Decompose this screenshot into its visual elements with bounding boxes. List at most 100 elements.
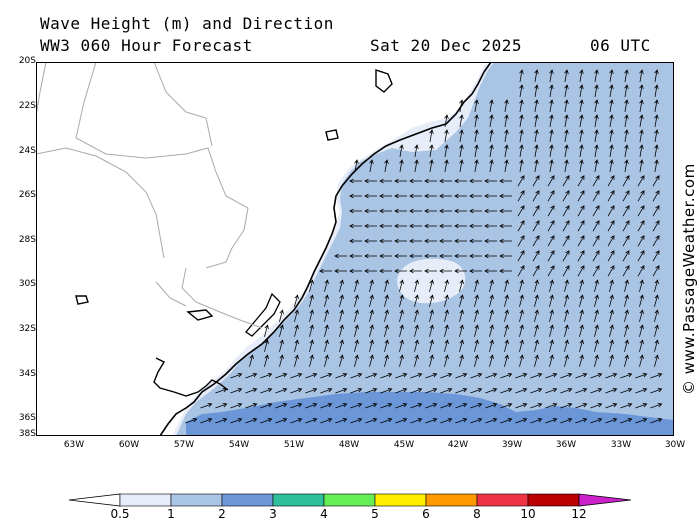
wave-arrow [639, 69, 644, 82]
wave-arrow [594, 354, 599, 367]
wave-arrow [399, 294, 404, 307]
wave-arrow [364, 208, 377, 214]
wave-arrow [635, 402, 648, 409]
wave-arrow [444, 279, 449, 292]
wave-arrow [185, 417, 198, 424]
wave-arrow [547, 175, 555, 187]
wave-arrow [564, 339, 569, 352]
wave-arrow [380, 387, 393, 394]
wave-arrow [624, 159, 629, 172]
wave-arrow [399, 354, 404, 367]
wave-arrow [469, 178, 482, 184]
wave-arrow [654, 354, 659, 367]
lon-label: 42W [447, 440, 469, 450]
wave-arrow [590, 417, 603, 424]
wave-height-legend [68, 493, 632, 507]
wave-arrow [564, 144, 569, 157]
wave-arrow [354, 354, 359, 367]
wave-arrow [334, 253, 347, 259]
wave-arrow [517, 220, 525, 232]
wave-arrow [650, 402, 663, 409]
legend-swatch [221, 493, 274, 507]
wave-arrow [650, 372, 663, 379]
wave-arrow [622, 265, 630, 277]
wave-arrow [624, 279, 629, 292]
wave-arrow [455, 417, 468, 424]
wave-arrow [594, 324, 599, 337]
wave-arrow [440, 417, 453, 424]
wave-arrow [654, 144, 659, 157]
wave-arrow [354, 279, 359, 292]
wave-arrow [605, 387, 618, 394]
wave-arrow [594, 159, 599, 172]
lat-label: 30S [18, 279, 36, 289]
wave-arrow [577, 235, 585, 247]
wave-arrow [429, 159, 434, 172]
wave-arrow [410, 372, 423, 379]
wave-arrow [324, 309, 329, 322]
wave-arrow [414, 144, 419, 157]
wave-arrow [504, 99, 509, 112]
wave-arrow [470, 387, 483, 394]
wave-arrow [264, 339, 269, 352]
wave-arrow [575, 417, 588, 424]
wave-arrow [409, 238, 422, 244]
wave-arrow [424, 268, 437, 274]
wave-arrow [592, 250, 600, 262]
wave-arrow [639, 324, 644, 337]
lat-label: 34S [18, 369, 36, 379]
wave-arrow [260, 417, 273, 424]
wave-arrow [534, 114, 539, 127]
wave-arrow [349, 238, 362, 244]
forecast-date: Sat 20 Dec 2025 [370, 36, 522, 55]
wave-arrow [639, 354, 644, 367]
wave-arrow [560, 402, 573, 409]
wave-arrow [339, 354, 344, 367]
wave-arrow [517, 235, 525, 247]
wave-arrow [414, 294, 419, 307]
wave-arrow [320, 372, 333, 379]
wave-arrow [444, 129, 449, 142]
wave-arrow [324, 294, 329, 307]
wave-arrow [605, 402, 618, 409]
wave-arrow [575, 387, 588, 394]
wave-arrow [579, 114, 584, 127]
wave-arrow [500, 372, 513, 379]
wave-arrow [639, 309, 644, 322]
wave-arrow [519, 294, 524, 307]
wave-arrow [635, 372, 648, 379]
island-c [75, 295, 89, 305]
wave-arrow [564, 354, 569, 367]
wave-arrow [532, 190, 540, 202]
wave-arrow [425, 387, 438, 394]
wave-arrow [484, 178, 497, 184]
wave-arrow [245, 387, 258, 394]
legend-value: 1 [167, 507, 175, 521]
wave-arrow [489, 294, 494, 307]
wave-arrow [379, 238, 392, 244]
legend-value: 6 [422, 507, 430, 521]
legend-value: 3 [269, 507, 277, 521]
map-frame [36, 62, 674, 436]
wave-arrow [474, 324, 479, 337]
wave-arrow [485, 372, 498, 379]
lat-label: 24S [18, 146, 36, 156]
wave-arrow [579, 279, 584, 292]
wave-arrow [394, 238, 407, 244]
wave-arrow [549, 279, 554, 292]
wave-arrow [549, 114, 554, 127]
wave-arrow [470, 417, 483, 424]
wave-arrow [532, 175, 540, 187]
wave-arrow [395, 387, 408, 394]
wave-arrow [564, 309, 569, 322]
wave-arrow [459, 339, 464, 352]
wave-arrow [624, 84, 629, 97]
wave-arrow [470, 372, 483, 379]
wave-arrow [654, 309, 659, 322]
wave-arrow [455, 372, 468, 379]
wave-arrow [637, 175, 645, 187]
wave-arrow [354, 309, 359, 322]
wave-arrow [409, 223, 422, 229]
wave-arrow [439, 208, 452, 214]
wave-arrow [489, 114, 494, 127]
